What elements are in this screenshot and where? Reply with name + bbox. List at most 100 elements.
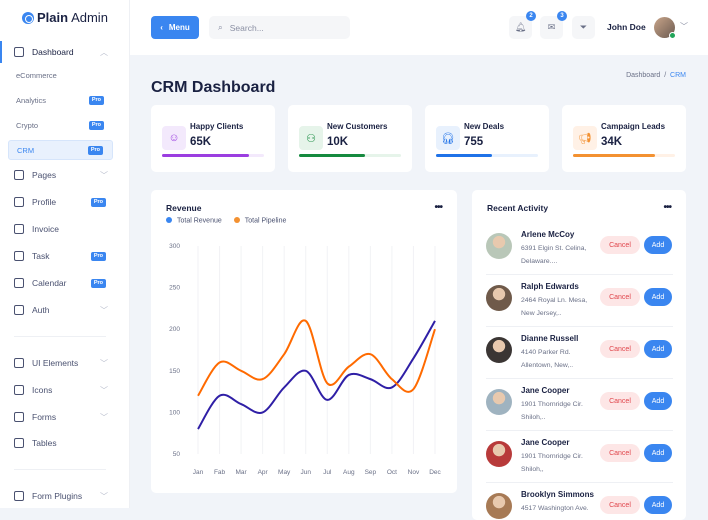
sidebar: Plain Admin Dashboard ︿ eCommerce Analytics… — [0, 0, 130, 508]
users-icon: ⚇ — [299, 126, 323, 150]
series-line-pipeline — [197, 319, 436, 397]
chevron-left-icon: ‹ — [160, 23, 163, 32]
chart-title: Revenue — [166, 203, 202, 213]
activity-name: Arlene McCoy — [521, 230, 575, 239]
more-options-icon[interactable]: ••• — [663, 202, 671, 213]
cancel-button[interactable]: Cancel — [600, 444, 640, 462]
sidebar-subitem-analytics[interactable]: Analytics Pro — [8, 90, 113, 110]
sidebar-subitem-crm[interactable]: CRM Pro — [8, 140, 113, 160]
user-name[interactable]: John Doe — [607, 22, 646, 32]
sidebar-subitem-label: CRM — [17, 145, 35, 155]
sidebar-item-task[interactable]: Task Pro — [0, 245, 130, 267]
progress-fill — [436, 154, 493, 157]
progress-fill — [299, 154, 366, 157]
active-indicator — [0, 41, 2, 63]
chevron-down-icon: ﹀ — [100, 412, 108, 422]
chevron-down-icon: ﹀ — [100, 491, 108, 501]
sidebar-item-label: UI Elements — [32, 358, 79, 368]
ui-elements-icon — [14, 358, 24, 368]
progress-fill — [162, 154, 249, 157]
legend-item-revenue[interactable]: Total Revenue — [166, 217, 222, 225]
activity-address: 4140 Parker Rd. Allentown, New,.. — [521, 349, 574, 369]
x-tick-label: Jul — [323, 469, 332, 476]
add-button[interactable]: Add — [644, 392, 672, 410]
add-button[interactable]: Add — [644, 340, 672, 358]
notification-badge: 2 — [526, 11, 536, 21]
sidebar-subitem-ecommerce[interactable]: eCommerce — [8, 65, 113, 85]
sidebar-subitem-crypto[interactable]: Crypto Pro — [8, 115, 113, 135]
activity-item: Ralph Edwards 2464 Royal Ln. Mesa, New Je… — [486, 275, 673, 327]
y-tick-label: 150 — [169, 368, 180, 375]
cancel-button[interactable]: Cancel — [600, 236, 640, 254]
breadcrumb-dashboard[interactable]: Dashboard — [626, 72, 661, 79]
messages-button[interactable]: ✉ 3 — [540, 11, 567, 39]
sidebar-item-invoice[interactable]: Invoice — [0, 218, 130, 240]
x-tick-label: Mar — [235, 469, 247, 476]
search-input[interactable]: ⌕ Search... — [209, 16, 350, 39]
legend-dot — [166, 217, 172, 223]
stat-value: 34K — [601, 136, 623, 148]
activity-title: Recent Activity — [487, 203, 549, 213]
chevron-up-icon: ︿ — [100, 47, 108, 57]
tables-icon — [14, 438, 24, 448]
avatar — [486, 389, 512, 415]
filter-icon: ⏷ — [579, 22, 588, 32]
stat-card-new-deals: 🎧︎ New Deals 755 — [425, 105, 549, 172]
cancel-button[interactable]: Cancel — [600, 496, 640, 514]
pro-badge: Pro — [90, 278, 106, 288]
add-button[interactable]: Add — [644, 444, 672, 462]
sidebar-item-label: Task — [32, 251, 50, 261]
menu-label: Menu — [168, 23, 190, 32]
add-button[interactable]: Add — [644, 496, 672, 514]
menu-button[interactable]: ‹ Menu — [151, 16, 199, 39]
x-tick-label: Jun — [300, 469, 311, 476]
avatar — [486, 233, 512, 259]
sidebar-item-tables[interactable]: Tables — [0, 432, 130, 454]
sidebar-item-ui-elements[interactable]: UI Elements ﹀ — [0, 352, 130, 374]
legend-dot — [233, 217, 240, 223]
add-button[interactable]: Add — [644, 288, 672, 306]
sidebar-item-label: Auth — [32, 305, 50, 315]
add-button[interactable]: Add — [644, 236, 672, 254]
activity-name: Brooklyn Simmons — [521, 490, 594, 499]
stat-label: New Deals — [464, 122, 505, 131]
more-options-icon[interactable]: ••• — [434, 202, 442, 213]
sidebar-item-auth[interactable]: Auth ﹀ — [0, 299, 130, 321]
x-tick-label: Jan — [193, 469, 204, 476]
sidebar-item-calendar[interactable]: Calendar Pro — [0, 272, 130, 294]
stat-value: 10K — [327, 136, 349, 148]
sidebar-item-dashboard[interactable]: Dashboard ︿ — [0, 41, 130, 63]
sidebar-item-label: Forms — [32, 412, 57, 422]
logo[interactable]: Plain Admin — [22, 10, 108, 25]
forms-icon — [14, 412, 24, 422]
x-tick-label: Fab — [214, 469, 226, 476]
filter-button[interactable]: ⏷ — [572, 16, 595, 39]
chevron-down-icon: ﹀ — [100, 170, 108, 180]
stat-label: Campaign Leads — [601, 122, 666, 131]
stat-card-happy-clients: ☺ Happy Clients 65K — [151, 105, 275, 172]
logo-text: Admin — [71, 10, 108, 25]
stat-card-new-customers: ⚇ New Customers 10K — [288, 105, 412, 172]
sidebar-item-profile[interactable]: Profile Pro — [0, 191, 130, 213]
sidebar-item-forms[interactable]: Forms ﹀ — [0, 406, 130, 428]
form-plugins-icon — [14, 491, 24, 501]
sidebar-item-icons[interactable]: Icons ﹀ — [0, 379, 130, 401]
chevron-down-icon[interactable]: ﹀ — [680, 22, 688, 31]
headphones-icon: 🎧︎ — [436, 126, 460, 150]
activity-address: 6391 Elgin St. Celina, Delaware.... — [521, 245, 587, 265]
activity-item: Arlene McCoy 6391 Elgin St. Celina, Delaw… — [486, 223, 673, 275]
sidebar-item-label: Calendar — [32, 278, 67, 288]
pro-badge: Pro — [88, 120, 104, 130]
cancel-button[interactable]: Cancel — [600, 288, 640, 306]
page-title: CRM Dashboard — [151, 79, 276, 96]
user-avatar[interactable] — [654, 17, 676, 39]
sidebar-item-pages[interactable]: Pages ﹀ — [0, 164, 130, 186]
notifications-button[interactable]: 🔔︎ 2 — [509, 11, 536, 39]
sidebar-item-form-plugins[interactable]: Form Plugins ﹀ — [0, 485, 130, 507]
cancel-button[interactable]: Cancel — [600, 340, 640, 358]
cancel-button[interactable]: Cancel — [600, 392, 640, 410]
sidebar-item-label: Pages — [32, 170, 57, 180]
pro-badge: Pro — [90, 197, 106, 207]
legend-item-pipeline[interactable]: Total Pipeline — [233, 217, 286, 225]
pro-badge: Pro — [88, 95, 104, 105]
